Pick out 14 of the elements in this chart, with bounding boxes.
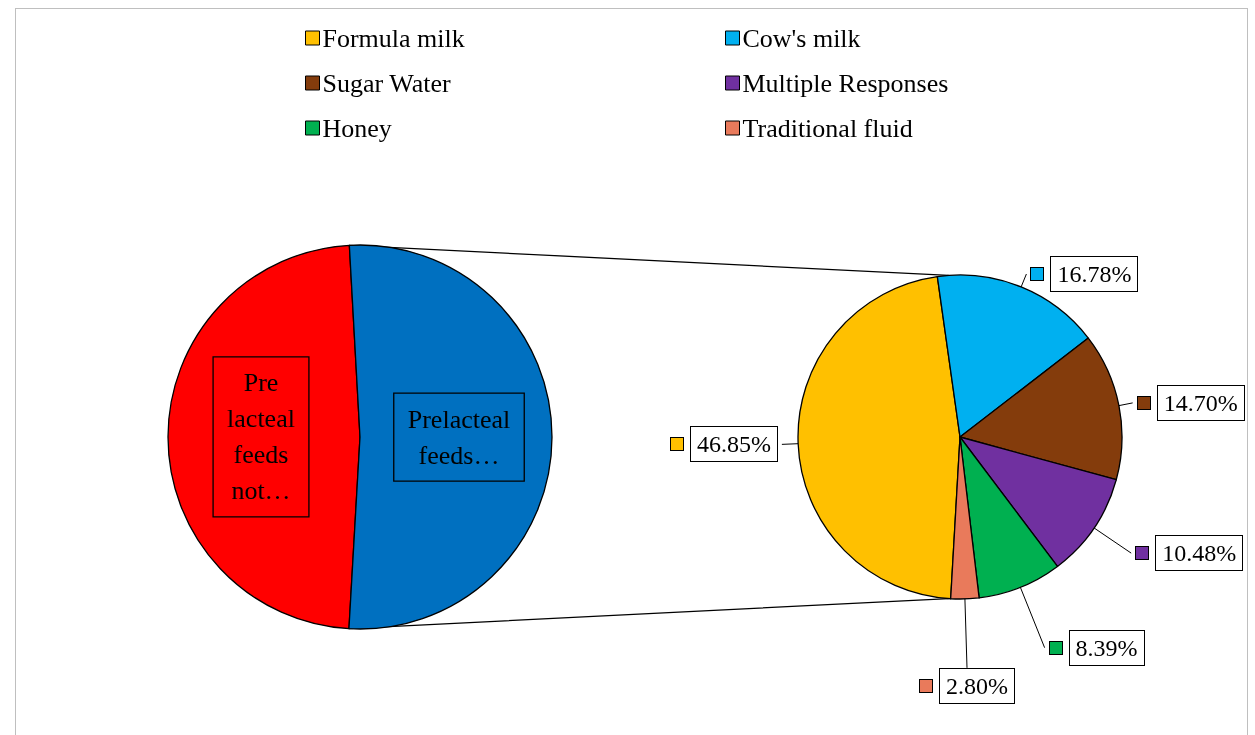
legend-label: Traditional fluid	[742, 113, 913, 143]
data-label: 16.78%	[1050, 256, 1139, 292]
data-label: 2.80%	[939, 667, 1015, 704]
slice-label: Prelacteal feeds…	[407, 404, 511, 470]
legend-label: Formula milk	[322, 23, 465, 53]
data-label: 8.39%	[1068, 629, 1145, 666]
data-label: 46.85%	[689, 426, 778, 463]
slice-label: Pre lacteal feeds not…	[227, 368, 295, 506]
legend-label: Sugar Water	[322, 68, 451, 98]
legend-label: Cow's milk	[742, 23, 861, 53]
legend-label: Honey	[322, 113, 392, 143]
data-label: 10.48%	[1155, 535, 1244, 572]
data-label: 14.70%	[1156, 384, 1245, 421]
legend-label: Multiple Responses	[742, 68, 949, 98]
